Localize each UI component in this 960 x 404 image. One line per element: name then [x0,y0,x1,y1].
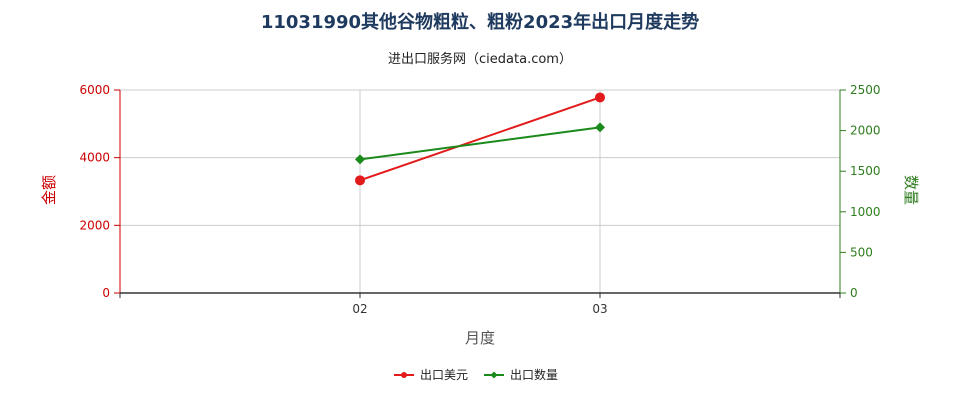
left-axis-label: 金额 [40,175,58,205]
left-tick-label: 6000 [79,83,110,97]
data-point [355,175,365,186]
right-tick-label: 2000 [850,124,881,138]
series-line [359,96,601,182]
right-tick-label: 1000 [850,205,881,219]
x-tick-label: 02 [352,302,367,316]
right-tick-label: 0 [850,286,858,300]
legend: 出口美元 出口数量 [394,367,558,382]
left-tick-label: 0 [102,286,110,300]
data-point [595,122,605,133]
axes: 0 2000 4000 6000 0 500 1000 1500 2000 2500 02 03 [79,83,880,316]
left-tick-label: 4000 [79,151,110,165]
series-line [359,126,601,161]
grid-lines [120,89,841,293]
x-tick-label: 03 [592,302,607,316]
right-tick-label: 2500 [850,83,881,97]
legend-swatch-marker [401,372,407,378]
right-axis-label: 数量 [902,175,920,205]
right-tick-label: 500 [850,245,873,259]
right-tick-label: 1500 [850,164,881,178]
left-tick-label: 2000 [79,218,110,232]
x-axis-label: 月度 [465,329,495,347]
data-point [595,92,605,103]
legend-swatch-marker [490,371,498,379]
legend-label: 出口美元 [420,368,468,382]
chart-subtitle: 进出口服务网（ciedata.com） [388,51,572,67]
data-point [355,154,365,165]
series-layer [355,92,605,186]
legend-label: 出口数量 [510,367,558,382]
chart-title: 11031990其他谷物粗粒、粗粉2023年出口月度走势 [261,11,699,33]
